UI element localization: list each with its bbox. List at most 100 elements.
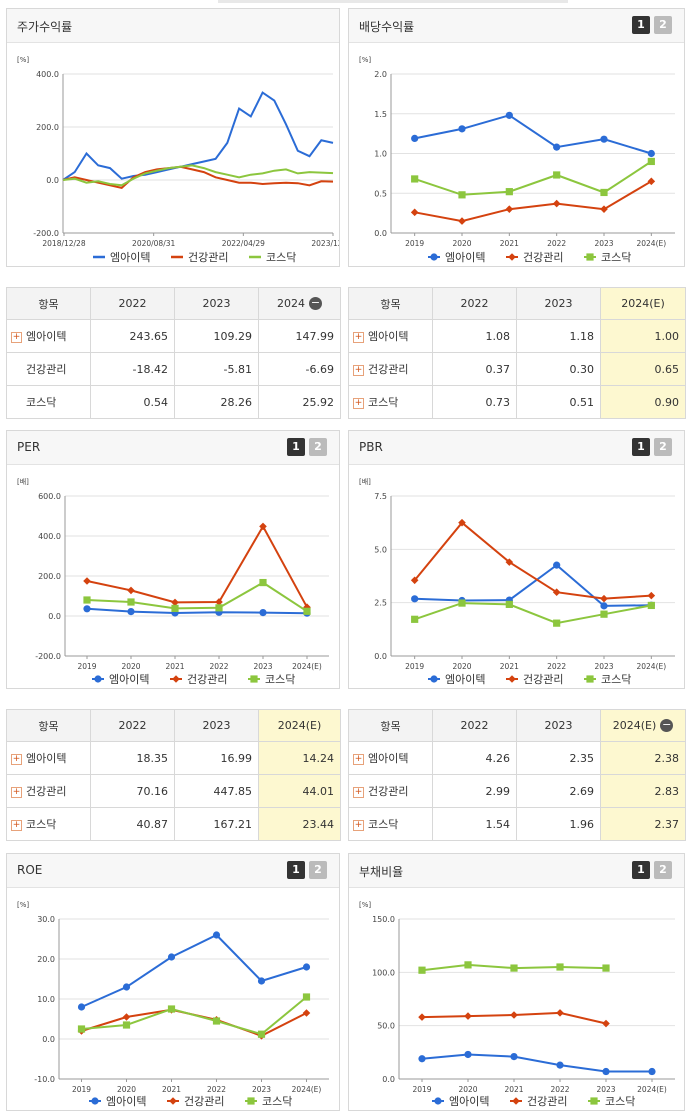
- data-point: [430, 675, 438, 683]
- x-tick-label: 2022: [547, 239, 566, 248]
- x-tick-label: 2023: [596, 1085, 615, 1094]
- x-tick-label: 2020: [452, 239, 471, 248]
- view-toggle-1[interactable]: 1: [632, 16, 650, 34]
- expand-icon[interactable]: +: [11, 753, 22, 765]
- view-toggle-2[interactable]: 2: [309, 438, 327, 456]
- row-label-cell[interactable]: + 엠아이텍: [6, 741, 91, 775]
- row-label-cell[interactable]: +코스닥: [348, 807, 433, 841]
- data-point: [458, 125, 466, 133]
- row-label-cell[interactable]: + 코스닥: [348, 385, 433, 419]
- table-header-row: 항목 2022 2023 2024(E): [6, 709, 341, 742]
- expand-icon[interactable]: +: [11, 331, 22, 343]
- x-tick-label: 2020: [458, 1085, 477, 1094]
- top-scroll-strip: [218, 0, 568, 3]
- row-label-cell[interactable]: + 엠아이텍: [6, 319, 91, 353]
- panel-header: PBR 1 2: [349, 431, 684, 465]
- view-toggle-1[interactable]: 1: [287, 438, 305, 456]
- series-line: [414, 602, 652, 625]
- value-cell: 14.24: [258, 741, 341, 775]
- view-toggle-1[interactable]: 1: [632, 861, 650, 879]
- data-point: [602, 1067, 610, 1076]
- legend-item: 엠아이텍: [428, 251, 485, 264]
- series-line: [414, 563, 652, 607]
- row-label-cell[interactable]: + 엠아이텍: [348, 319, 433, 353]
- panel-title: 주가수익률: [17, 20, 73, 34]
- data-point: [505, 111, 513, 119]
- row-label: 건강관리: [26, 785, 67, 798]
- dividend-table: 항목 2022 2023 2024(E) + 엠아이텍 1.08 1.18 1.00 + 건강관리 0…: [348, 287, 686, 419]
- expand-icon[interactable]: +: [353, 397, 364, 409]
- y-tick-label: 50.0: [377, 1022, 395, 1031]
- table-header-row: 항목 2022 2023 2024(E): [348, 287, 686, 320]
- expand-icon[interactable]: +: [353, 819, 364, 831]
- row-label-cell[interactable]: +건강관리: [348, 774, 433, 808]
- row-label-cell[interactable]: +건강관리: [6, 352, 91, 386]
- panel-header: PER 1 2: [7, 431, 339, 465]
- row-label-cell[interactable]: + 건강관리: [6, 774, 91, 808]
- series-line: [86, 581, 308, 613]
- expand-icon[interactable]: +: [353, 331, 364, 343]
- header-label: 2023: [544, 719, 573, 732]
- y-tick-label: 0.0: [46, 176, 59, 185]
- header-label: 2023: [202, 297, 231, 310]
- row-label-cell[interactable]: + 엠아이텍: [348, 741, 433, 775]
- expand-icon[interactable]: +: [353, 786, 364, 798]
- legend-label: 건강관리: [184, 1095, 224, 1108]
- x-tick-label: 2019: [72, 1085, 91, 1094]
- data-point: [302, 1009, 311, 1017]
- view-toggle-2[interactable]: 2: [654, 438, 672, 456]
- value-cell: 0.30: [516, 352, 601, 386]
- data-point: [91, 1097, 99, 1105]
- view-toggle-2[interactable]: 2: [654, 861, 672, 879]
- panel-title: ROE: [17, 863, 43, 877]
- table-row: + 건강관리 0.37 0.30 0.65: [348, 352, 686, 386]
- data-point: [259, 522, 267, 531]
- data-point: [464, 961, 472, 969]
- value-cell: -6.69: [258, 352, 341, 386]
- data-point: [458, 599, 466, 607]
- collapse-icon[interactable]: −: [309, 296, 322, 311]
- legend-label: 엠아이텍: [445, 251, 485, 264]
- y-tick-label: 400.0: [38, 532, 61, 541]
- data-point: [505, 558, 514, 566]
- expand-icon[interactable]: +: [11, 819, 22, 831]
- row-label: 코스닥: [368, 396, 399, 409]
- pbr-chart: [배]7.5 5.0 2.5 0.0 2019 2020 2021 2022 2023 2024(…: [359, 477, 675, 686]
- table-row: + 코스닥 1.54 1.96 2.37: [348, 807, 686, 841]
- x-tick-label: 2018/12/28: [42, 239, 85, 248]
- collapse-icon[interactable]: −: [660, 718, 674, 733]
- data-point: [464, 1050, 472, 1059]
- stock-return-table: 항목202220232024−+엠아이텍243.65109.29147.99+건…: [6, 287, 341, 419]
- y-unit: [%]: [359, 56, 371, 64]
- view-toggle-1[interactable]: 1: [632, 438, 650, 456]
- value-cell: 2.38: [600, 741, 686, 775]
- value-cell: 0.73: [432, 385, 517, 419]
- y-tick-label: 1.5: [374, 110, 387, 119]
- table-header-cell: 2023: [174, 287, 259, 320]
- y-tick-label: -200.0: [35, 652, 61, 661]
- view-toggle-2[interactable]: 2: [654, 16, 672, 34]
- header-label: 2022: [460, 719, 489, 732]
- legend-label: 코스닥: [265, 673, 295, 686]
- x-tick-label: 2019: [405, 239, 424, 248]
- view-toggle-1[interactable]: 1: [287, 861, 305, 879]
- series-line: [81, 1008, 307, 1037]
- expand-icon[interactable]: +: [11, 786, 22, 798]
- expand-icon[interactable]: +: [353, 364, 364, 376]
- data-point: [600, 135, 608, 143]
- data-point: [505, 205, 514, 213]
- expand-icon[interactable]: +: [353, 753, 364, 765]
- legend-label: 엠아이텍: [106, 1095, 146, 1108]
- data-point: [553, 143, 561, 151]
- y-unit: [배]: [17, 477, 29, 486]
- data-point: [411, 595, 419, 603]
- row-label-cell[interactable]: +건강관리: [348, 352, 433, 386]
- legend-item: 코스닥: [248, 673, 295, 686]
- data-point: [250, 675, 258, 683]
- view-toggle-2[interactable]: 2: [309, 861, 327, 879]
- row-label-cell[interactable]: +코스닥: [6, 385, 91, 419]
- x-tick-label: 2022: [547, 662, 566, 671]
- data-point: [647, 601, 655, 610]
- row-label-cell[interactable]: +코스닥: [6, 807, 91, 841]
